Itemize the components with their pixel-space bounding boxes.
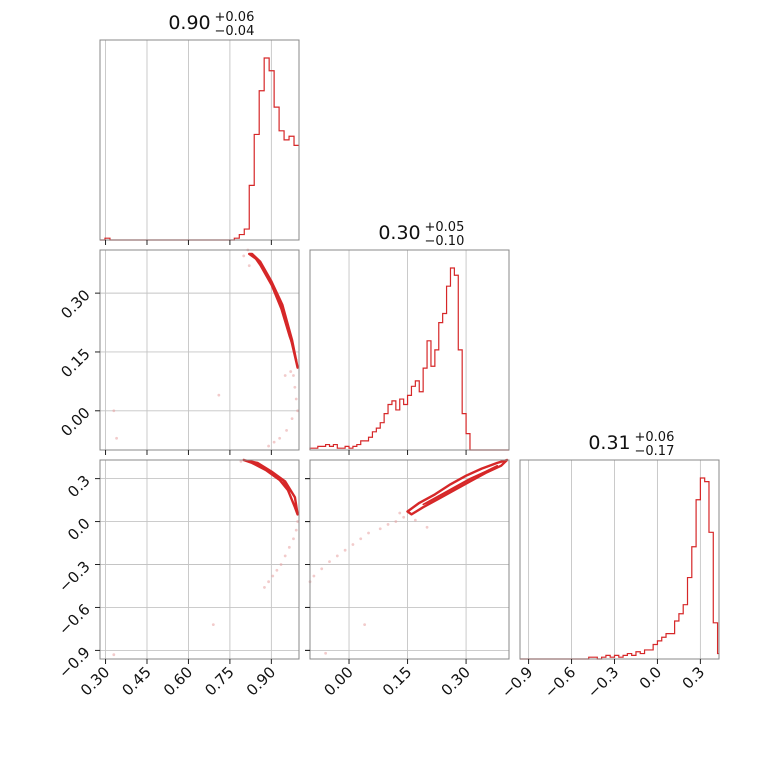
x-tick-label: 0.15: [379, 663, 415, 699]
sample-point: [211, 623, 215, 627]
hist-title-0: 0.90: [168, 12, 210, 34]
sample-point: [278, 436, 282, 440]
sample-point: [386, 523, 390, 526]
contour-10-1: [254, 257, 295, 349]
sample-point: [112, 653, 116, 657]
sample-point: [285, 428, 288, 432]
panel-frame-hist-2: [519, 459, 720, 660]
sample-point: [287, 545, 291, 549]
sample-point: [289, 370, 293, 373]
hist-title-1: 0.30: [378, 222, 420, 244]
sample-point: [217, 393, 221, 397]
x-tick-label: 0.3: [679, 663, 709, 693]
sample-point: [335, 554, 339, 558]
contour-21-0: [406, 458, 509, 516]
sample-point: [112, 409, 116, 413]
sample-point: [292, 374, 295, 377]
x-tick-label: 0.45: [118, 663, 154, 699]
panel-frame-pair-20: [99, 459, 300, 660]
contour-10-0: [248, 252, 299, 369]
contour-20-1: [254, 462, 293, 494]
x-tick-label: −0.9: [498, 663, 536, 701]
histogram-step-0: [100, 57, 299, 241]
histogram-step-1: [309, 267, 509, 451]
sample-point: [275, 568, 279, 572]
panel-frame-hist-0: [99, 39, 300, 241]
hist-title-plus-2: +0.06: [635, 430, 675, 445]
panel-frame-pair-21: [309, 459, 510, 660]
sample-point: [425, 525, 429, 529]
sample-point: [292, 537, 295, 541]
y-tick-label: 0.3: [64, 472, 94, 502]
sample-point: [279, 563, 283, 566]
hist-title-minus-2: −0.17: [635, 444, 675, 459]
y-tick-label: 0.15: [57, 345, 93, 381]
panel-frame-pair-10: [99, 249, 300, 451]
sample-point: [320, 567, 324, 571]
x-tick-label: −0.3: [584, 663, 622, 701]
hist-title-plus-0: +0.06: [215, 10, 255, 25]
sample-point: [402, 515, 406, 519]
sample-point: [242, 254, 246, 258]
hist-title-minus-0: −0.04: [215, 24, 255, 39]
sample-point: [351, 543, 355, 546]
contour-20-0: [242, 458, 299, 516]
x-tick-label: 0.75: [201, 663, 237, 699]
sample-point: [283, 374, 287, 377]
x-tick-label: 0.60: [160, 663, 196, 699]
sample-point: [294, 397, 298, 401]
x-tick-label: −0.6: [541, 663, 579, 701]
sample-point: [367, 531, 370, 535]
sample-point: [272, 440, 276, 444]
x-tick-label: 0.30: [77, 663, 113, 699]
y-tick-label: −0.3: [55, 557, 93, 595]
sample-point: [359, 537, 363, 541]
sample-point: [363, 623, 367, 627]
hist-title-minus-1: −0.10: [425, 234, 465, 249]
sample-point: [293, 385, 297, 389]
sample-point: [267, 444, 270, 448]
sample-point: [343, 548, 347, 552]
hist-title-plus-1: +0.05: [425, 220, 465, 235]
x-tick-label: 0.90: [243, 663, 279, 699]
sample-point: [239, 460, 243, 463]
sample-point: [296, 409, 300, 413]
sample-point: [283, 554, 287, 558]
y-tick-label: −0.6: [55, 600, 93, 638]
sample-point: [271, 574, 275, 578]
contour-21-1: [422, 464, 499, 506]
x-tick-label: 0.30: [438, 663, 474, 699]
sample-point: [296, 520, 300, 523]
histogram-step-2: [520, 477, 719, 660]
x-tick-label: 0.0: [636, 663, 666, 693]
sample-point: [378, 527, 382, 531]
sample-point: [398, 511, 402, 515]
y-tick-label: 0.0: [64, 514, 94, 544]
sample-point: [328, 560, 331, 564]
panel-frame-hist-1: [309, 249, 510, 451]
sample-point: [115, 436, 118, 440]
sample-point: [413, 518, 417, 522]
y-tick-label: 0.30: [57, 286, 93, 322]
sample-point: [294, 528, 298, 532]
sample-point: [263, 586, 266, 589]
sample-point: [324, 651, 328, 655]
sample-point: [290, 417, 294, 421]
hist-title-2: 0.31: [588, 432, 630, 454]
sample-point: [394, 520, 398, 523]
sample-point: [247, 264, 251, 268]
y-tick-label: 0.00: [57, 404, 93, 440]
x-tick-label: 0.00: [320, 663, 356, 699]
sample-point: [267, 580, 270, 584]
sample-point: [312, 574, 316, 578]
